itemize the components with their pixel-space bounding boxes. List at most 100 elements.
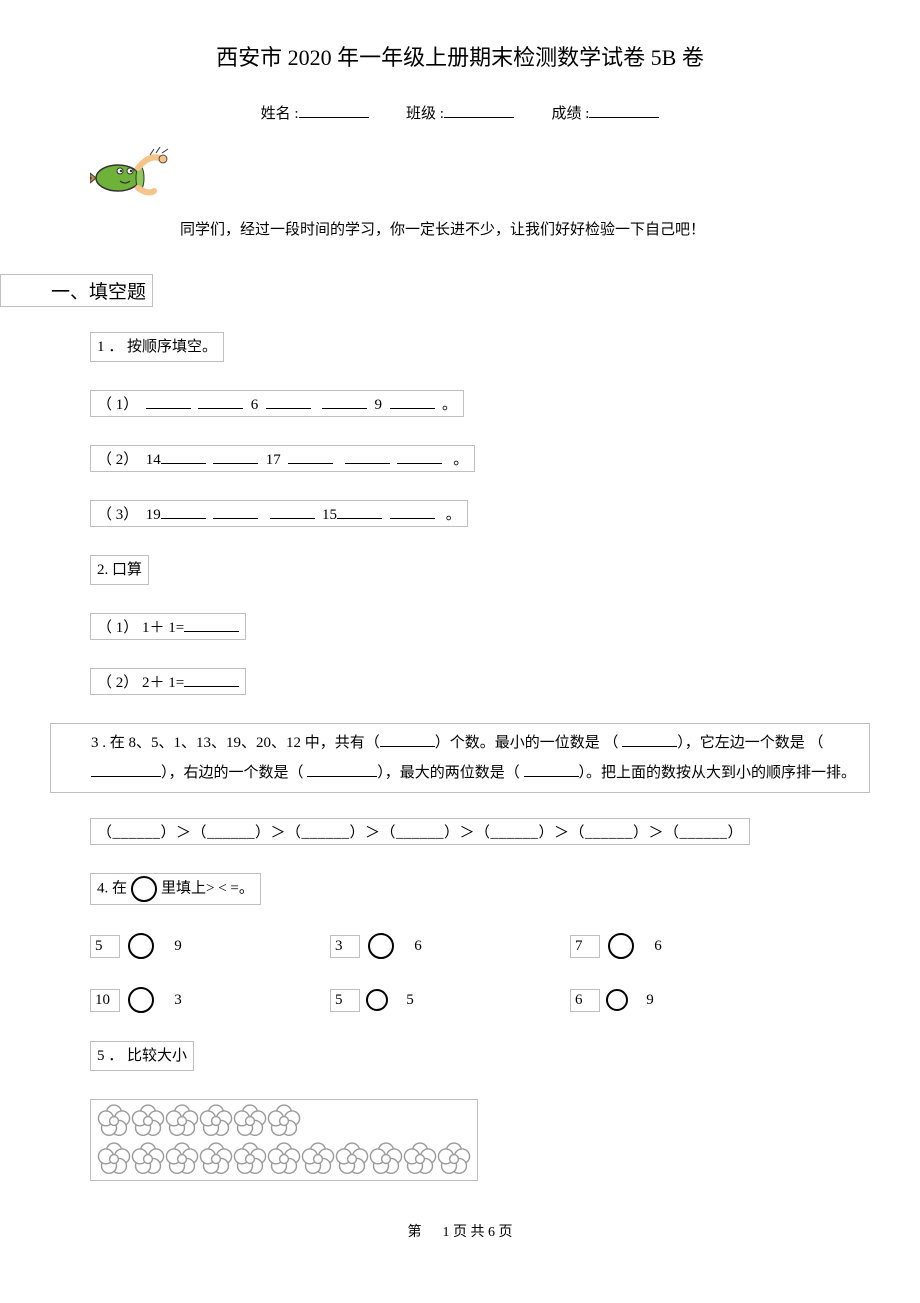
- period: 。: [442, 397, 457, 413]
- q2-s1-text: （ 1） 1＋ 1=: [97, 620, 184, 636]
- footer-a: 第: [408, 1225, 422, 1240]
- q1-s1-9: 9: [375, 397, 383, 413]
- q2-s1: （ 1） 1＋ 1=: [90, 613, 870, 640]
- num: 6: [638, 938, 678, 955]
- q1-s1-6: 6: [251, 397, 259, 413]
- blank[interactable]: [288, 451, 333, 464]
- num: 5: [335, 992, 355, 1009]
- blank[interactable]: [161, 506, 206, 519]
- circle-blank[interactable]: [128, 933, 154, 959]
- blank[interactable]: [337, 506, 382, 519]
- class-label: 班级 :: [406, 106, 444, 122]
- q1: 1 ． 按顺序填空。: [90, 332, 870, 362]
- score-label: 成绩 :: [551, 106, 589, 122]
- q5-label: 5 ． 比较大小: [90, 1041, 194, 1071]
- q1-s2-box: （ 2） 14 17 。: [90, 445, 475, 472]
- q1-s2-prefix: （ 2）: [97, 452, 138, 468]
- q3-chain: （______）＞（______）＞（______）＞（______）＞（___…: [90, 818, 870, 845]
- page-footer: 第 1 页 共 6 页: [50, 1221, 870, 1241]
- num: 3: [335, 938, 355, 955]
- compare-cell: 5 9: [90, 933, 330, 959]
- circle-blank[interactable]: [368, 933, 394, 959]
- blank[interactable]: [390, 506, 435, 519]
- compare-cell: 5 5: [330, 987, 570, 1013]
- page-title: 西安市 2020 年一年级上册期末检测数学试卷 5B 卷: [50, 40, 870, 72]
- q1-s3: （ 3） 19 15 。: [90, 500, 870, 527]
- q2-s2-text: （ 2） 2＋ 1=: [97, 675, 184, 691]
- blank[interactable]: [390, 396, 435, 409]
- q3: 3 . 在 8、5、1、13、19、20、12 中，共有（）个数。最小的一位数是…: [90, 723, 870, 793]
- compare-cell: 3 6: [330, 933, 570, 959]
- blank[interactable]: [380, 734, 435, 747]
- q2-s2-box: （ 2） 2＋ 1=: [90, 668, 246, 695]
- blank[interactable]: [198, 396, 243, 409]
- q4: 4. 在 里填上> < =。: [90, 873, 870, 905]
- blank[interactable]: [622, 734, 677, 747]
- period: 。: [446, 507, 461, 523]
- q1-s3-prefix: （ 3）: [97, 507, 138, 523]
- pencil-icon: [90, 143, 870, 208]
- q2-label: 2. 口算: [90, 555, 149, 585]
- q4-label-a: 4. 在: [97, 880, 127, 896]
- blank[interactable]: [213, 506, 258, 519]
- compare-cell: 6 9: [570, 987, 810, 1013]
- blank[interactable]: [307, 764, 377, 777]
- q4-row1: 5 9 3 6 7 6: [90, 933, 870, 959]
- q3-t4: ），右边的一个数是（: [161, 765, 304, 781]
- q3-box: 3 . 在 8、5、1、13、19、20、12 中，共有（）个数。最小的一位数是…: [50, 723, 870, 793]
- q2: 2. 口算: [90, 555, 870, 585]
- blank[interactable]: [184, 674, 239, 687]
- num: 9: [158, 938, 198, 955]
- blank[interactable]: [397, 451, 442, 464]
- blank[interactable]: [524, 764, 579, 777]
- name-blank[interactable]: [299, 103, 369, 118]
- num: 10: [95, 992, 115, 1009]
- q3-t6: ）。把上面的数按从大到小的顺序排一排。: [579, 765, 857, 781]
- q1-label: 1 ． 按顺序填空。: [90, 332, 224, 362]
- class-blank[interactable]: [444, 103, 514, 118]
- q4-row2: 10 3 5 5 6 9: [90, 987, 870, 1013]
- blank[interactable]: [146, 396, 191, 409]
- intro-text: 同学们，经过一段时间的学习，你一定长进不少，让我们好好检验一下自己吧！: [180, 218, 870, 239]
- num: 9: [630, 992, 670, 1009]
- q2-s1-box: （ 1） 1＋ 1=: [90, 613, 246, 640]
- section-1-head: 一、填空题: [0, 274, 153, 307]
- q3-chain-box: （______）＞（______）＞（______）＞（______）＞（___…: [90, 818, 750, 845]
- num: 3: [158, 992, 198, 1009]
- blank[interactable]: [91, 764, 161, 777]
- circle-blank[interactable]: [606, 989, 628, 1011]
- q1-s2: （ 2） 14 17 。: [90, 445, 870, 472]
- num: 5: [390, 992, 430, 1009]
- circle-blank[interactable]: [366, 989, 388, 1011]
- blank[interactable]: [345, 451, 390, 464]
- q1-s3-box: （ 3） 19 15 。: [90, 500, 468, 527]
- num: 6: [398, 938, 438, 955]
- score-blank[interactable]: [589, 103, 659, 118]
- num: 7: [575, 938, 595, 955]
- blank[interactable]: [266, 396, 311, 409]
- flower-row-1: [97, 1104, 471, 1138]
- meta-line: 姓名 : 班级 : 成绩 :: [50, 102, 870, 123]
- footer-b: 1 页 共 6 页: [443, 1225, 513, 1240]
- num: 5: [95, 938, 115, 955]
- blank[interactable]: [184, 619, 239, 632]
- circle-blank[interactable]: [608, 933, 634, 959]
- circle-blank[interactable]: [128, 987, 154, 1013]
- q3-t1: 3 . 在 8、5、1、13、19、20、12 中，共有（: [91, 735, 380, 751]
- blank[interactable]: [161, 451, 206, 464]
- blank[interactable]: [322, 396, 367, 409]
- q1-s2-17: 17: [266, 452, 281, 468]
- circle-icon: [131, 876, 157, 902]
- q4-label-b: 里填上> < =。: [161, 880, 254, 896]
- q3-t3: ），它左边一个数是 （: [677, 735, 823, 751]
- q2-s2: （ 2） 2＋ 1=: [90, 668, 870, 695]
- flower-row-2: [97, 1142, 471, 1176]
- q1-s3-19: 19: [146, 507, 161, 523]
- q1-s1-box: （ 1） 6 9 。: [90, 390, 464, 417]
- blank[interactable]: [270, 506, 315, 519]
- q4-label: 4. 在 里填上> < =。: [90, 873, 261, 905]
- blank[interactable]: [213, 451, 258, 464]
- page: 西安市 2020 年一年级上册期末检测数学试卷 5B 卷 姓名 : 班级 : 成…: [0, 0, 920, 1261]
- flower-box: [90, 1099, 478, 1181]
- q1-s1: （ 1） 6 9 。: [90, 390, 870, 417]
